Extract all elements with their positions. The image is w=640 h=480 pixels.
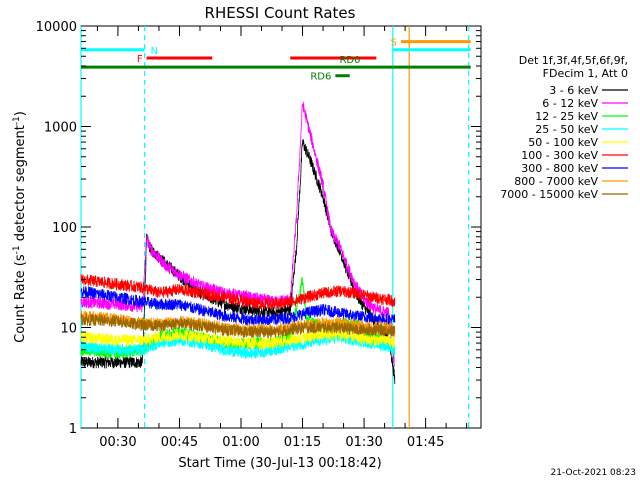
legend-entry-label: 100 - 300 keV (521, 149, 598, 162)
flag-label: RD0 (339, 55, 360, 66)
legend-entry-label: 25 - 50 keV (535, 123, 598, 136)
count-rate-chart: RHESSI Count Rates NF RD0RD6S 11010010001… (0, 0, 640, 480)
flag-label: S (391, 38, 397, 49)
legend-entry-label: 50 - 100 keV (528, 136, 598, 149)
legend-header-line-2: FDecim 1, Att 0 (543, 67, 628, 80)
x-axis: 00:30 00:45 01:00 01:15 01:30 01:45 (97, 26, 466, 450)
y-axis-label-exp2: -1 (12, 116, 22, 125)
x-tick-label: 01:30 (345, 435, 382, 450)
y-tick-label: 1 (69, 422, 77, 437)
y-axis-label-suffix: ) (13, 111, 28, 116)
legend-header-line-1: Det 1f,3f,4f,5f,6f,9f, (519, 54, 628, 67)
y-tick-label: 10 (60, 322, 77, 337)
x-tick-label: 00:45 (161, 435, 198, 450)
flag-bars: NF RD0 RD6 S (81, 38, 471, 83)
y-axis: 1 10 100 1000 10000 (36, 20, 481, 437)
legend-entry-label: 12 - 25 keV (535, 110, 598, 123)
y-tick-label: 100 (52, 221, 77, 236)
footer-timestamp: 21-Oct-2021 08:23 (551, 468, 636, 478)
chart-title: RHESSI Count Rates (205, 4, 356, 22)
x-tick-label: 00:30 (99, 435, 136, 450)
legend-entry-label: 6 - 12 keV (542, 97, 598, 110)
flag-label: RD6 (310, 72, 331, 83)
y-tick-label: 10000 (36, 20, 77, 35)
series-lines (81, 102, 395, 384)
y-axis-label-mid: detector segment (13, 125, 28, 245)
y-axis-label: Count Rate (s-1 detector segment-1) (12, 111, 28, 343)
marker-lines (81, 26, 469, 428)
legend-entry-label: 3 - 6 keV (549, 84, 598, 97)
x-tick-label: 01:00 (222, 435, 259, 450)
flag-label: N (151, 46, 158, 57)
x-tick-label: 01:15 (284, 435, 321, 450)
y-axis-label-prefix: Count Rate (s (13, 254, 28, 343)
legend-entry-label: 300 - 800 keV (521, 162, 598, 175)
y-axis-label-exp: -1 (12, 245, 22, 254)
x-axis-label: Start Time (30-Jul-13 00:18:42) (178, 456, 381, 471)
plot-frame (81, 26, 481, 428)
legend-entry-label: 7000 - 15000 keV (500, 188, 598, 201)
legend: Det 1f,3f,4f,5f,6f,9f, FDecim 1, Att 0 3… (500, 54, 628, 201)
x-tick-label: 01:45 (407, 435, 444, 450)
flag-label: F (137, 54, 143, 65)
y-tick-label: 1000 (44, 121, 77, 136)
legend-entry-label: 800 - 7000 keV (514, 175, 598, 188)
